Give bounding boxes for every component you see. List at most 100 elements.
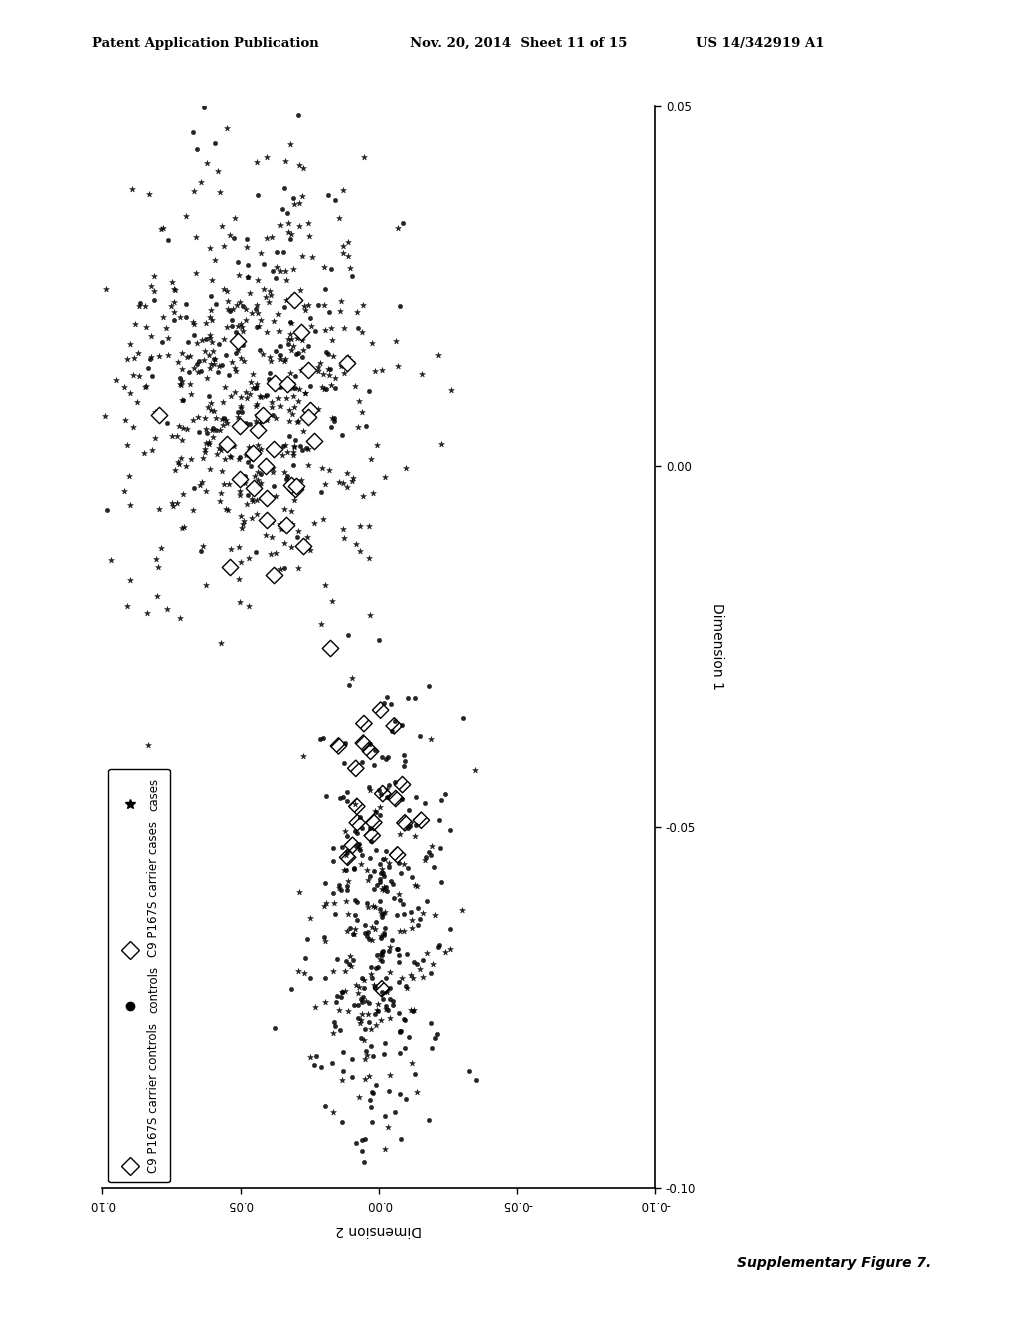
- cases: [339, 463, 355, 484]
- cases: [403, 909, 420, 931]
- C9 P167S carrier cases: [279, 515, 295, 536]
- controls: [408, 787, 424, 808]
- cases: [366, 975, 382, 997]
- controls: [348, 909, 365, 931]
- cases: [87, 309, 103, 330]
- Legend: cases, C9 P167S carrier cases, controls, C9 P167S carrier controls: cases, C9 P167S carrier cases, controls,…: [109, 768, 170, 1183]
- cases: [146, 280, 163, 301]
- cases: [122, 495, 138, 516]
- cases: [122, 569, 138, 590]
- cases: [271, 558, 288, 579]
- cases: [251, 315, 267, 337]
- cases: [333, 301, 349, 322]
- controls: [324, 1052, 340, 1073]
- cases: [198, 313, 214, 334]
- cases: [323, 375, 339, 396]
- cases: [125, 364, 141, 385]
- controls: [362, 1097, 379, 1118]
- cases: [290, 960, 306, 981]
- controls: [180, 362, 197, 383]
- cases: [284, 372, 300, 393]
- controls: [265, 260, 282, 281]
- cases: [189, 407, 206, 428]
- cases: [215, 392, 231, 413]
- controls: [191, 350, 208, 371]
- controls: [381, 857, 397, 878]
- C9 P167S carrier controls: [344, 834, 360, 855]
- controls: [307, 321, 324, 342]
- controls: [379, 787, 395, 808]
- cases: [278, 434, 294, 455]
- cases: [403, 965, 420, 986]
- controls: [294, 440, 310, 461]
- cases: [131, 366, 147, 387]
- cases: [285, 259, 301, 280]
- cases: [352, 1010, 369, 1031]
- cases: [174, 517, 190, 539]
- cases: [276, 533, 293, 554]
- cases: [286, 490, 302, 511]
- controls: [307, 1045, 324, 1067]
- cases: [127, 314, 143, 335]
- cases: [361, 780, 378, 801]
- C9 P167S carrier cases: [283, 475, 299, 496]
- cases: [232, 397, 249, 418]
- C9 P167S carrier cases: [259, 510, 275, 531]
- cases: [253, 438, 269, 459]
- cases: [242, 595, 258, 616]
- cases: [344, 470, 360, 491]
- cases: [297, 383, 313, 404]
- controls: [339, 875, 355, 896]
- controls: [423, 1012, 439, 1034]
- cases: [228, 469, 245, 490]
- controls: [423, 962, 439, 983]
- cases: [156, 306, 172, 327]
- controls: [265, 404, 282, 425]
- controls: [334, 424, 350, 445]
- controls: [376, 923, 392, 944]
- controls: [186, 325, 203, 346]
- cases: [374, 858, 390, 879]
- cases: [275, 350, 292, 371]
- C9 P167S carrier cases: [255, 405, 271, 426]
- controls: [403, 866, 420, 887]
- cases: [314, 508, 331, 529]
- controls: [378, 748, 394, 770]
- cases: [181, 345, 198, 366]
- cases: [372, 797, 388, 818]
- cases: [117, 409, 133, 430]
- controls: [216, 407, 232, 428]
- cases: [342, 257, 358, 279]
- controls: [392, 890, 409, 911]
- controls: [430, 810, 446, 832]
- controls: [394, 894, 411, 915]
- cases: [351, 391, 368, 412]
- controls: [208, 420, 224, 441]
- cases: [204, 354, 220, 375]
- controls: [282, 312, 298, 333]
- cases: [313, 457, 330, 478]
- controls: [353, 845, 370, 866]
- cases: [359, 1044, 376, 1065]
- controls: [276, 557, 293, 578]
- cases: [164, 492, 180, 513]
- cases: [347, 975, 364, 997]
- cases: [275, 498, 292, 519]
- cases: [249, 404, 265, 425]
- cases: [222, 445, 239, 466]
- controls: [362, 1036, 379, 1057]
- controls: [261, 363, 278, 384]
- controls: [326, 408, 342, 429]
- cases: [395, 921, 412, 942]
- cases: [154, 537, 170, 558]
- cases: [222, 446, 239, 467]
- cases: [315, 256, 332, 277]
- controls: [339, 825, 355, 846]
- cases: [291, 215, 307, 236]
- controls: [290, 104, 306, 125]
- cases: [233, 517, 250, 539]
- C9 P167S carrier controls: [349, 812, 366, 833]
- controls: [367, 1003, 383, 1024]
- cases: [237, 350, 253, 371]
- cases: [334, 981, 350, 1002]
